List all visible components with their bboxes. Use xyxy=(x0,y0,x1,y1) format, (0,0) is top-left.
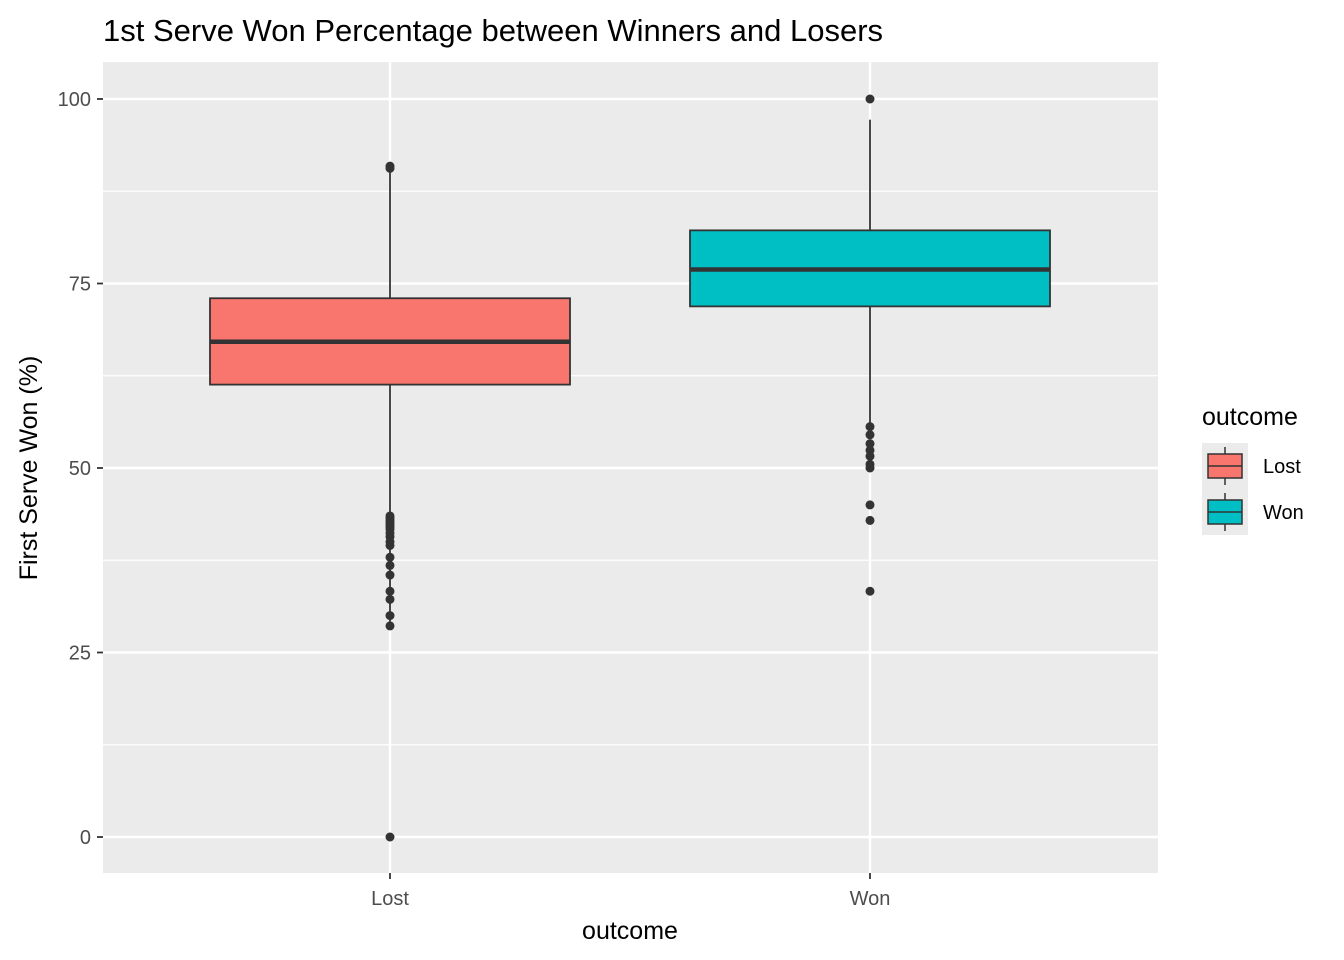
y-tick-label: 25 xyxy=(69,643,91,665)
outlier-point xyxy=(865,463,875,473)
outlier-point xyxy=(865,422,875,432)
legend-item-lost: Lost xyxy=(1202,443,1301,489)
x-tick-label: Lost xyxy=(371,888,409,910)
outlier-point xyxy=(865,451,875,461)
box-won xyxy=(689,94,1051,596)
outlier-point xyxy=(865,439,875,449)
outlier-point xyxy=(865,94,875,104)
x-axis-title: outcome xyxy=(582,917,678,945)
outlier-point xyxy=(865,430,875,440)
box-lost xyxy=(209,161,571,842)
y-tick-label: 75 xyxy=(69,274,91,296)
outlier-point xyxy=(385,832,395,842)
outlier-point xyxy=(865,586,875,596)
outlier-point xyxy=(865,515,875,525)
y-axis-title: First Serve Won (%) xyxy=(15,356,43,581)
outlier-point xyxy=(385,540,395,550)
y-tick-label: 50 xyxy=(69,458,91,480)
outlier-point xyxy=(385,621,395,631)
legend-label: Won xyxy=(1263,502,1304,524)
y-tick-label: 100 xyxy=(58,89,91,111)
x-tick-label: Won xyxy=(850,888,891,910)
outlier-point xyxy=(865,500,875,510)
outlier-point xyxy=(385,586,395,596)
legend-label: Lost xyxy=(1263,456,1301,478)
legend-item-won: Won xyxy=(1202,489,1304,535)
y-tick-label: 0 xyxy=(80,827,91,849)
y-axis: 0 25 50 75 100 xyxy=(58,89,103,849)
outlier-point xyxy=(385,552,395,562)
outlier-point xyxy=(385,611,395,621)
x-axis: Lost Won xyxy=(371,873,890,910)
outlier-point xyxy=(385,560,395,570)
legend: outcome Lost Won xyxy=(1202,403,1304,535)
box-layer xyxy=(209,94,1051,842)
outlier-point xyxy=(385,594,395,604)
chart-title: 1st Serve Won Percentage between Winners… xyxy=(103,13,883,48)
outlier-point xyxy=(385,570,395,580)
legend-title: outcome xyxy=(1202,403,1298,431)
outlier-point xyxy=(385,163,395,173)
